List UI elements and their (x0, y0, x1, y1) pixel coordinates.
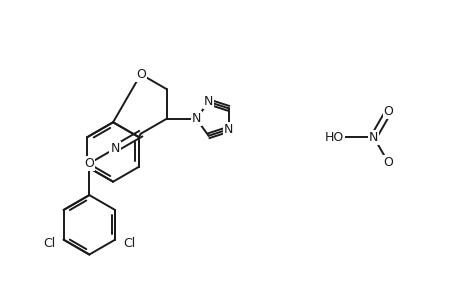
Text: N: N (224, 123, 233, 136)
Text: O: O (383, 105, 392, 118)
Text: O: O (84, 157, 94, 170)
Text: Cl: Cl (43, 237, 56, 250)
Text: O: O (135, 68, 146, 81)
Text: N: N (191, 112, 201, 125)
Text: HO: HO (324, 130, 343, 144)
Text: O: O (383, 156, 392, 170)
Text: N: N (110, 142, 119, 155)
Text: N: N (368, 130, 377, 144)
Text: Cl: Cl (123, 237, 135, 250)
Text: N: N (203, 95, 213, 108)
